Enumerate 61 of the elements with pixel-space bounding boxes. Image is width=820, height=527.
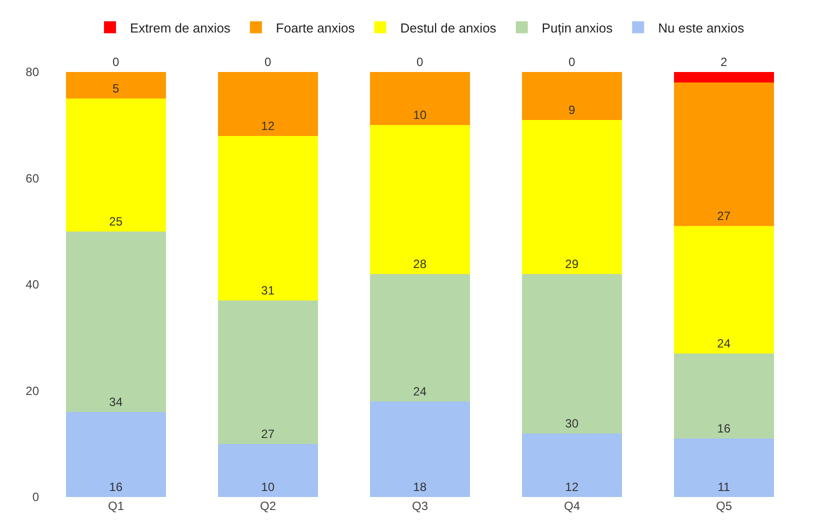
y-tick-label: 40 [26,278,40,292]
x-tick-label: Q5 [716,499,732,513]
bar [370,274,470,402]
data-label: 0 [568,55,576,69]
y-tick-label: 80 [26,65,40,80]
bar [218,444,318,497]
x-tick-label: Q4 [564,499,580,513]
bar [66,412,166,497]
data-label: 5 [112,82,120,96]
data-label: 12 [565,480,579,494]
bar [674,82,774,226]
data-label: 2 [720,55,728,69]
bar [522,120,622,274]
x-tick-label: Q2 [260,499,276,513]
data-label: 27 [261,426,275,441]
data-label: 16 [717,422,731,436]
bar [370,125,470,274]
data-label: 27 [717,209,731,224]
bar [218,300,318,444]
data-label: 24 [413,384,427,398]
bar [66,98,166,232]
data-label: 30 [565,416,579,430]
legend-label: Foarte anxios [276,20,356,36]
data-label: 0 [264,55,272,69]
data-label: 31 [261,283,275,298]
bar [674,354,774,439]
bar [522,72,622,120]
data-label: 9 [568,102,576,117]
data-label: 34 [109,395,123,409]
data-label: 24 [717,336,731,351]
data-label: 12 [261,118,275,133]
bar [522,274,622,434]
bar [522,433,622,497]
bar [218,72,318,136]
legend-label: Nu este anxios [658,20,745,36]
bar [674,226,774,354]
data-label: 0 [112,55,120,69]
data-label: 11 [718,480,730,494]
data-label: 16 [109,480,123,494]
bar [370,72,470,126]
data-label: 28 [413,256,427,271]
bar [370,401,470,497]
data-label: 10 [413,108,427,122]
bar [66,231,166,412]
legend-label: Puțin anxios [542,20,614,36]
data-label: 0 [416,55,424,69]
legend-label: Extrem de anxios [130,20,231,36]
bar [218,136,318,300]
bar [66,72,166,99]
data-label: 25 [109,214,123,228]
y-tick-label: 20 [26,384,40,398]
y-tick-label: 0 [32,490,40,504]
bar [674,438,774,497]
x-tick-label: Q3 [412,499,428,513]
legend-label: Destul de anxios [400,20,497,36]
data-label: 29 [565,256,579,271]
data-label: 18 [413,480,427,494]
y-tick-label: 60 [26,171,40,186]
data-label: 10 [261,480,275,494]
bar [674,72,774,83]
x-tick-label: Q1 [108,499,124,513]
